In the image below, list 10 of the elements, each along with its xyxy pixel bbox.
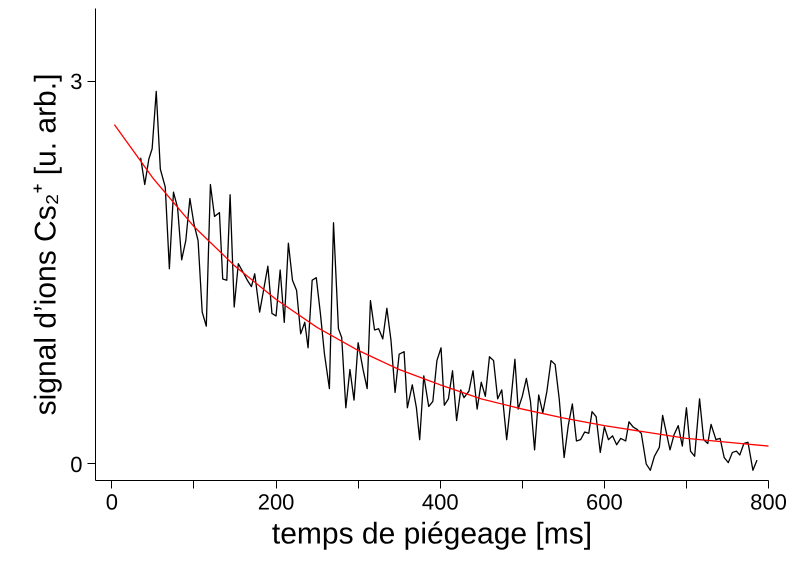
x-tick-label: 800	[750, 490, 787, 514]
line-series	[114, 124, 768, 447]
x-tick-label: 200	[258, 490, 294, 514]
x-tick-label: 400	[422, 490, 459, 514]
line-series	[140, 90, 758, 471]
y-tick-label: 3	[70, 69, 83, 94]
x-tick-label: 600	[586, 490, 623, 514]
x-tick-label: 0	[106, 490, 118, 514]
y-axis-title: signal d’ions Cs₂⁺ [u. arb.]	[29, 74, 62, 416]
x-axis-title: temps de piégeage [ms]	[272, 518, 592, 550]
